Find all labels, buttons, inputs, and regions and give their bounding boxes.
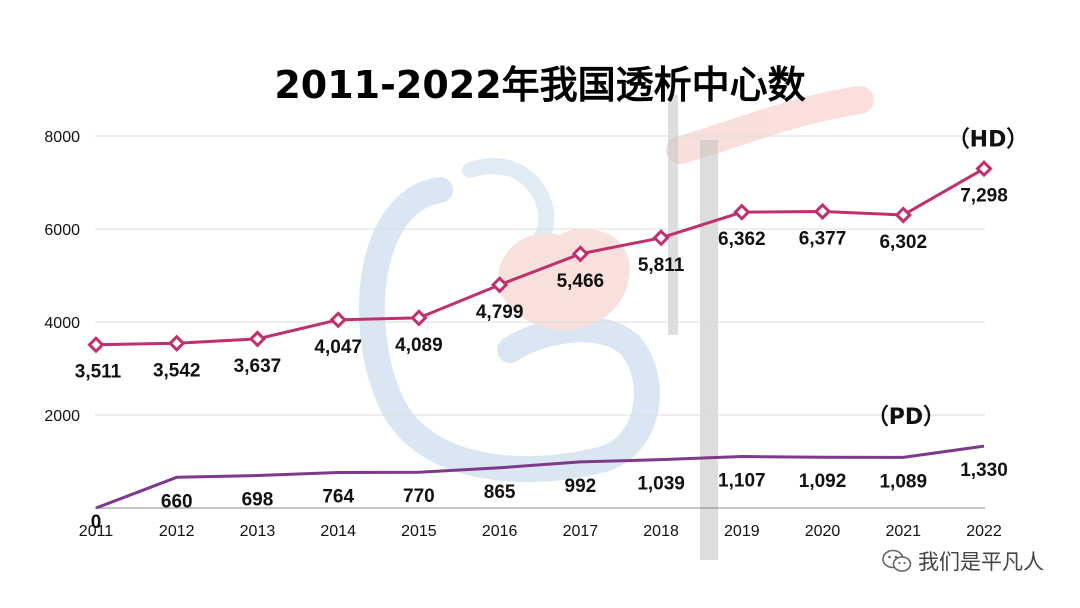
- hd-data-label: 4,799: [476, 302, 524, 323]
- y-tick-label: 2000: [44, 408, 80, 425]
- hd-data-label: 3,511: [75, 362, 122, 383]
- hd-data-label: 6,362: [718, 229, 766, 250]
- hd-data-point: [894, 206, 912, 224]
- hd-data-point: [168, 334, 186, 352]
- hd-data-point: [491, 276, 509, 294]
- hd-data-label: 7,298: [960, 186, 1008, 207]
- watermark-text: 我们是平凡人: [918, 550, 1044, 574]
- x-tick-label: 2018: [643, 523, 679, 540]
- hd-data-point: [410, 309, 428, 327]
- series-lines: [87, 160, 993, 510]
- pd-data-label: 770: [403, 486, 435, 507]
- gridlines: [95, 135, 985, 509]
- pd-data-label: 660: [161, 491, 193, 512]
- hd-data-label: 3,542: [153, 360, 201, 381]
- hd-data-label: 6,302: [879, 232, 927, 253]
- pd-data-label: 1,092: [799, 471, 847, 492]
- hd-data-label: 4,047: [314, 337, 362, 358]
- hd-data-label: 5,466: [557, 271, 605, 292]
- hd-data-label: 5,811: [638, 255, 685, 276]
- hd-data-point: [87, 336, 105, 354]
- pd-data-label: 865: [484, 482, 516, 503]
- x-tick-label: 2017: [563, 523, 599, 540]
- watermark: 我们是平凡人: [882, 546, 1044, 576]
- pd-data-label: 0: [91, 512, 102, 533]
- pd-data-label: 1,330: [960, 460, 1008, 481]
- hd-data-point: [652, 229, 670, 247]
- x-tick-label: 2011: [79, 523, 114, 540]
- hd-data-label: 4,089: [395, 335, 443, 356]
- x-tick-label: 2021: [885, 523, 921, 540]
- x-tick-label: 2022: [966, 523, 1002, 540]
- pd-data-label: 698: [242, 490, 274, 511]
- background-logo: [358, 86, 874, 560]
- chart-title: 2011-2022年我国透析中心数: [274, 63, 805, 107]
- hd-series-line: [95, 167, 985, 347]
- x-tick-label: 2016: [482, 523, 518, 540]
- pd-data-label: 764: [322, 486, 354, 507]
- hd-data-point: [248, 330, 267, 348]
- pd-series-line: [95, 444, 985, 510]
- x-tick-label: 2019: [724, 523, 760, 540]
- x-tick-label: 2013: [240, 523, 276, 540]
- hd-data-point: [329, 311, 347, 329]
- hd-data-label: 6,377: [799, 228, 847, 249]
- pd-data-label: 992: [565, 476, 597, 497]
- x-tick-label: 2020: [805, 523, 841, 540]
- hd-data-label: 3,637: [234, 356, 282, 377]
- y-tick-label: 8000: [44, 129, 80, 146]
- pd-data-label: 1,039: [637, 474, 685, 495]
- x-tick-label: 2014: [320, 523, 356, 540]
- hd-data-point: [975, 160, 993, 178]
- axes: 2000 4000 6000 8000 2011 2012 2013 2014 2015 2016…: [44, 129, 1001, 540]
- data-labels: 3,511 3,542 3,637 4,047 4,089 4,799 5,466 5,811…: [75, 128, 1029, 533]
- pd-data-label: 1,089: [879, 471, 927, 492]
- hd-data-point: [733, 203, 751, 221]
- pd-data-label: 1,107: [718, 471, 766, 492]
- x-tick-label: 2012: [159, 523, 195, 540]
- hd-data-point: [571, 245, 589, 263]
- y-tick-label: 4000: [44, 315, 80, 332]
- y-tick-label: 6000: [44, 222, 80, 239]
- wechat-icon: [882, 549, 912, 572]
- hd-data-point: [813, 202, 832, 221]
- hd-series-name: （HD）: [948, 128, 1029, 153]
- pd-series-name: （PD）: [867, 405, 945, 430]
- x-tick-label: 2015: [401, 523, 437, 540]
